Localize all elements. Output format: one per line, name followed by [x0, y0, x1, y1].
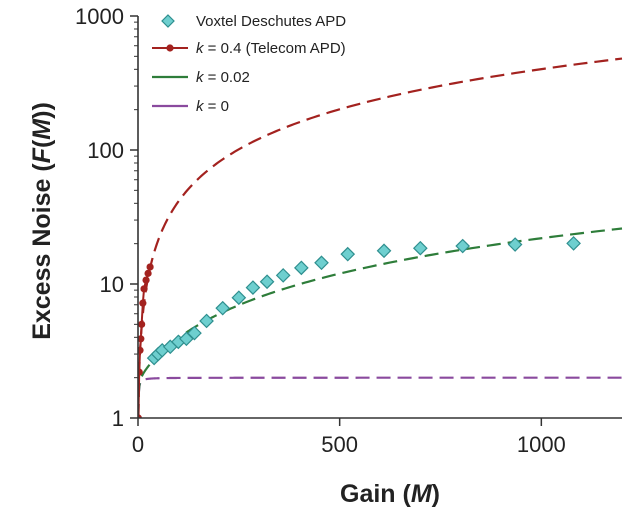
data-point-voxtel: [245, 280, 261, 295]
legend-label-part: k: [196, 98, 205, 115]
data-point-voxtel: [275, 268, 291, 283]
data-point-voxtel: [187, 325, 202, 341]
data-point-voxtel: [507, 237, 523, 252]
data-point-voxtel: [412, 240, 428, 256]
data-point-voxtel: [231, 290, 247, 306]
y-tick-label: 1: [112, 406, 124, 431]
y-axis-title: Excess Noise (F(M)): [28, 102, 56, 340]
data-point-k0.4: [139, 299, 147, 307]
data-point-voxtel: [340, 246, 356, 262]
y-tick-label: 100: [87, 138, 124, 163]
y-axis-title-part: (: [28, 139, 56, 148]
data-point-k0.4: [140, 285, 148, 293]
data-point-k0.4: [144, 269, 152, 277]
data-point-k0.4: [142, 276, 150, 284]
legend-label-voxtel: Voxtel Deschutes APD: [196, 13, 346, 30]
legend-label-part: k: [196, 69, 205, 86]
x-axis-title-part: ): [432, 480, 440, 508]
data-point-voxtel: [314, 255, 329, 271]
y-axis-title-part: )): [28, 102, 56, 119]
y-axis-title-part: M: [28, 118, 56, 140]
data-point-voxtel: [199, 313, 214, 329]
legend-label-part: = 0.4 (Telecom APD): [204, 40, 346, 57]
data-point-voxtel: [294, 260, 309, 276]
legend: Voxtel Deschutes APD k = 0.4 (Telecom APD…: [152, 13, 346, 115]
y-axis-title-part: Excess Noise (: [28, 163, 56, 340]
data-point-voxtel: [455, 238, 471, 254]
legend-marker-voxtel: [161, 14, 175, 28]
x-tick-label: 1000: [517, 432, 566, 457]
data-point-voxtel: [376, 243, 392, 259]
data-point-k0.4: [138, 320, 146, 328]
y-axis-title-part: F: [28, 147, 56, 163]
y-tick-label: 10: [100, 272, 124, 297]
data-point-k0.4: [138, 346, 144, 354]
data-point-k0.4: [138, 368, 143, 376]
x-tick-label: 0: [132, 432, 144, 457]
y-tick-label: 1000: [75, 4, 124, 29]
data-point-k0.4: [138, 414, 143, 418]
legend-label-part: = 0: [204, 98, 229, 115]
series-line-k0: [138, 376, 622, 418]
legend-label-part: = 0.02: [204, 69, 250, 86]
data-point-k0.4: [138, 335, 145, 343]
data-point-k0.4: [146, 263, 154, 271]
legend-label-series-1: k = 0.4 (Telecom APD): [196, 40, 346, 57]
legend-label-series-3: k = 0: [196, 98, 229, 115]
data-point-voxtel: [566, 236, 581, 251]
legend-label-series-2: k = 0.02: [196, 69, 250, 86]
data-point-voxtel: [215, 300, 231, 316]
legend-label-part: k: [196, 40, 205, 57]
x-axis-title: Gain (M): [340, 480, 440, 508]
x-tick-label: 500: [321, 432, 358, 457]
legend-marker-k0.4: [166, 44, 174, 52]
x-axis-title-part: Gain (: [340, 480, 412, 508]
x-axis-title-part: M: [411, 480, 433, 508]
data-point-voxtel: [259, 274, 275, 290]
